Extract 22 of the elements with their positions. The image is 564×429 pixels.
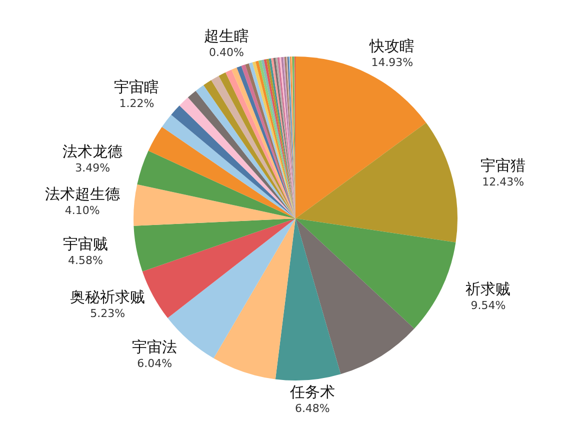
data-label: 1.22%	[119, 96, 154, 110]
data-label: 12.43%	[482, 176, 524, 189]
data-label: 4.58%	[68, 254, 103, 267]
slice-label: 宇宙猎	[480, 156, 526, 175]
data-label: 14.93%	[371, 56, 414, 70]
data-label: 4.10%	[64, 204, 100, 218]
data-label: 9.54%	[470, 298, 506, 312]
slice-label: 法术龙德	[62, 142, 123, 161]
data-label: 6.04%	[137, 357, 172, 370]
slice-label: 快攻瞎	[368, 37, 415, 56]
slice-label: 法术超生德	[44, 185, 120, 204]
slice-label: 宇宙贼	[62, 234, 108, 253]
slice-label: 任务术	[288, 382, 335, 401]
slice-label: 宇宙瞎	[114, 78, 160, 96]
data-label: 6.48%	[294, 402, 330, 415]
data-label: 5.23%	[90, 306, 126, 320]
data-label: 3.49%	[75, 162, 110, 175]
slice-label: 宇宙法	[132, 338, 178, 356]
slice-label: 超生瞎	[204, 27, 249, 46]
slice-label: 奥秘祈求贼	[70, 288, 146, 306]
slice-label: 祈求贼	[466, 280, 511, 298]
data-label: 0.40%	[209, 46, 244, 60]
